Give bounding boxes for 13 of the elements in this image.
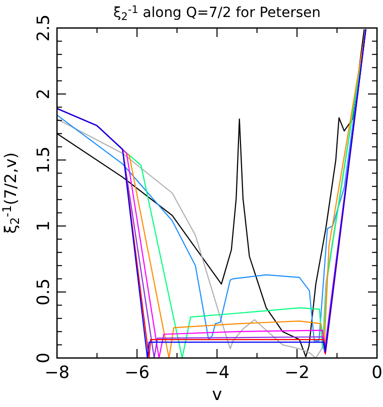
x-tick-label: −8 xyxy=(44,363,70,383)
x-tick-label: 0 xyxy=(372,363,382,383)
x-tick-label: −4 xyxy=(204,363,230,383)
x-tick-label: −6 xyxy=(124,363,150,383)
y-tick-label: 2 xyxy=(34,88,54,100)
chart-title: ξ$_{2}$$^{-1}$ along Q=7/2 for Petersen xyxy=(113,4,321,23)
y-tick-label: 1.5 xyxy=(34,146,54,174)
x-axis-title: v xyxy=(212,385,222,405)
x-tick-label: −2 xyxy=(284,363,310,383)
y-tick-label: 0.5 xyxy=(34,278,54,306)
y-tick-label: 1 xyxy=(34,220,54,232)
y-tick-label: 2.5 xyxy=(34,14,54,42)
y-tick-label: 0 xyxy=(34,352,54,364)
